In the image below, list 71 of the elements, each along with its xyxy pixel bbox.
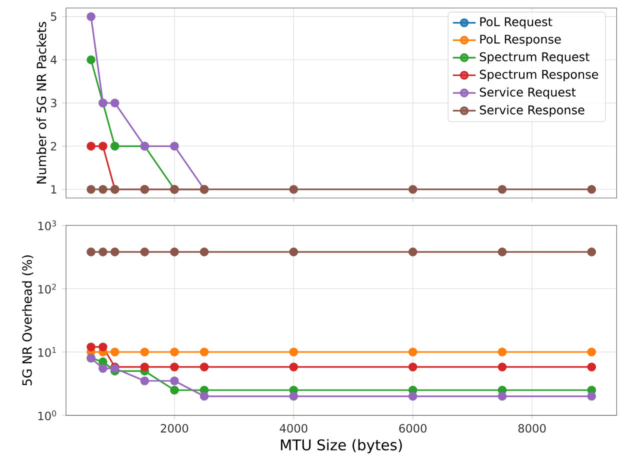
legend-label: Spectrum Response [480,70,598,82]
point [86,248,96,256]
x-axis-title: MTU Size (bytes) [280,439,402,454]
point [408,392,418,401]
point [289,392,298,401]
point [289,362,298,372]
point [200,362,209,372]
x-tick-label: 2000 [160,424,188,433]
y-tick-label: 1 [51,185,56,194]
point [200,248,209,256]
point [498,248,507,256]
point [110,142,120,151]
point [98,364,108,373]
point [140,376,150,386]
y-tick-label: 10$^{3}$ [38,220,56,230]
legend-label: Service Request [480,87,576,99]
y-axis-title: 5G NR Overhead (%) [22,255,34,386]
point [170,376,179,386]
point [587,248,596,256]
point [86,12,96,22]
point [498,184,507,194]
point [289,184,298,194]
point [587,184,596,194]
point [98,184,108,194]
y-tick-label: 5 [50,12,56,21]
point [408,248,418,256]
legend-label: PoL Request [480,17,552,29]
y-axis-title: Number of 5G NR Packets [36,22,46,184]
point [98,248,108,256]
y-tick-label: 4 [50,56,57,64]
x-tick-label: 6000 [399,424,427,433]
point [289,248,298,256]
point [408,362,418,372]
point [86,342,96,352]
point [200,348,209,356]
point [498,362,507,372]
point [587,348,596,356]
y-tick-label: 10$^{0}$ [38,410,56,420]
point [140,248,150,256]
x-tick-label: 8000 [518,424,546,433]
point [110,248,120,256]
point [289,348,298,356]
point [170,248,179,256]
point [587,362,596,372]
point [86,55,96,64]
point [110,98,120,108]
point [98,342,108,352]
point [170,142,179,151]
point [170,348,179,356]
legend-label: PoL Response [480,34,561,46]
y-tick-label: 10$^{2}$ [38,284,56,294]
point [170,362,179,372]
point [86,142,96,151]
point [86,184,96,194]
point [140,362,150,372]
point [140,348,150,356]
y-tick-label: 2 [50,142,56,150]
point [498,392,507,401]
y-tick-label: 3 [50,98,56,108]
point [408,348,418,356]
point [110,348,120,356]
legend-label: Service Response [480,105,584,117]
y-tick-label: 10$^{1}$ [38,347,56,357]
point [498,348,507,356]
point [587,392,596,401]
legend-label: Spectrum Request [480,52,590,64]
point [98,142,108,151]
point [200,392,209,401]
x-tick-label: 4000 [280,424,308,433]
point [408,184,418,194]
point [170,386,179,395]
